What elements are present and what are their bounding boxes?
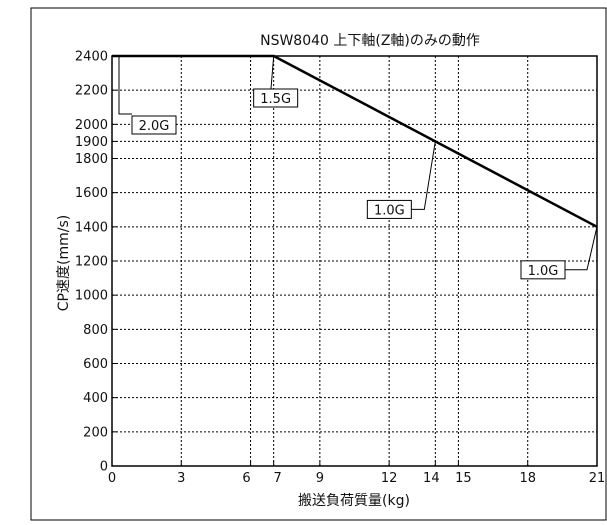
- y-tick-label: 0: [100, 460, 108, 475]
- callout-label: 2.0G: [139, 119, 170, 134]
- tick-layer: 0 3 6 7 9 12 14 15 18 21 0 200 400 600 800 1000 1200 1400…: [75, 50, 605, 487]
- x-tick-label: 12: [381, 471, 398, 486]
- grid-layer: [112, 56, 597, 466]
- y-tick-label: 2000: [75, 118, 108, 133]
- x-tick-label: 15: [455, 471, 472, 486]
- callout-label: 1.5G: [260, 92, 291, 107]
- y-tick-label: 1000: [75, 289, 108, 304]
- x-tick-label: 18: [519, 471, 536, 486]
- y-tick-label: 1800: [75, 152, 108, 167]
- callout-leader: [565, 226, 598, 271]
- y-tick-label: 400: [83, 391, 108, 406]
- y-tick-label: 600: [83, 357, 108, 372]
- callout-leader: [112, 55, 132, 115]
- callout-label: 1.0G: [528, 264, 559, 279]
- x-tick-label: 3: [177, 471, 185, 486]
- callout-box: [253, 88, 299, 108]
- callout-label: 1.0G: [374, 203, 405, 218]
- figure-frame: [30, 7, 607, 521]
- callout-box: [520, 260, 566, 280]
- callout-leader: [270, 55, 275, 93]
- y-tick-label: 2200: [75, 84, 108, 99]
- y-tick-label: 1900: [75, 135, 108, 150]
- x-axis-label: 搬送負荷質量(kg): [298, 493, 410, 509]
- y-axis-label: CP速度(mm/s): [56, 215, 72, 311]
- chart-title: NSW8040 上下軸(Z軸)のみの動作: [260, 33, 480, 49]
- y-tick-label: 1200: [75, 255, 108, 270]
- x-tick-label: 0: [108, 471, 116, 486]
- callout-leader: [411, 141, 436, 210]
- callout-box: [366, 199, 412, 219]
- annotation-layer: 2.0G 1.5G 1.0G 1.0G: [112, 55, 598, 280]
- callout-box: [131, 115, 177, 135]
- x-tick-label: 7: [274, 471, 282, 486]
- y-tick-label: 2400: [75, 50, 108, 65]
- x-tick-label: 9: [316, 471, 324, 486]
- x-tick-label: 6: [242, 471, 250, 486]
- y-tick-label: 1600: [75, 186, 108, 201]
- y-tick-label: 800: [83, 323, 108, 338]
- x-tick-label: 21: [589, 471, 606, 486]
- x-tick-label: 14: [423, 471, 440, 486]
- y-tick-label: 1400: [75, 220, 108, 235]
- y-tick-label: 200: [83, 425, 108, 440]
